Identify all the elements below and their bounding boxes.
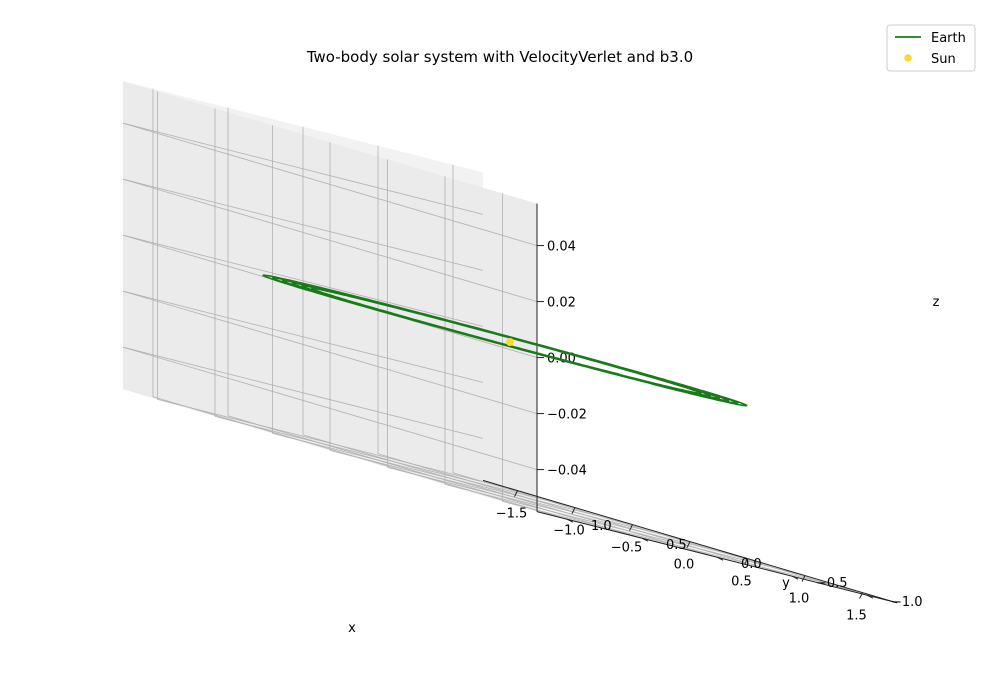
gridline-z-left: [122, 178, 484, 271]
legend: Earth Sun: [886, 24, 976, 72]
z-tick-label: −0.04: [547, 464, 587, 479]
y-tick-mark: [641, 537, 649, 542]
x-tick-mark: [801, 575, 806, 582]
gridline-z-left: [122, 346, 484, 439]
gridline-z-left: [122, 290, 484, 383]
gridline-y-floor: [377, 453, 793, 577]
z-tick-label: −0.02: [547, 408, 587, 423]
legend-sun-label: Sun: [931, 52, 956, 67]
y-tick-label: −0.5: [816, 576, 848, 591]
tick-labels: −1.5 −1.0 −0.5 0.0 0.5 1.0 1.5 −1.0 −0.5 0.0 0.5 1.…: [496, 240, 923, 624]
x-tick-mark: [859, 592, 863, 599]
gridline-z-back: [122, 122, 538, 246]
y-tick-mark: [566, 518, 574, 523]
plot-series: [262, 274, 748, 407]
y-tick-label: 1.0: [591, 519, 612, 534]
x-tick-label: 0.5: [731, 575, 752, 590]
x-tick-label: −1.0: [553, 524, 585, 539]
y-tick-mark: [866, 594, 874, 599]
z-tick-label: 0.02: [547, 296, 576, 311]
x-tick-label: 1.5: [846, 609, 867, 624]
legend-earth-label: Earth: [931, 31, 966, 46]
x-tick-label: 1.0: [789, 592, 810, 607]
gridline-z-back: [122, 290, 538, 414]
x-tick-label: 0.0: [674, 558, 695, 573]
z-axis-label: z: [933, 295, 940, 310]
gridline-y-floor: [452, 472, 868, 596]
legend-sun-swatch: [904, 54, 912, 62]
gridline-y-floor: [227, 415, 643, 539]
z-tick-label: 0.04: [547, 240, 576, 255]
y-tick-label: 0.5: [666, 538, 687, 553]
x-tick-mark: [571, 507, 576, 514]
x-tick-mark: [744, 558, 748, 565]
gridline-y-floor: [152, 396, 568, 520]
y-axis-label: y: [782, 576, 790, 591]
y-tick-label: 0.0: [741, 557, 762, 572]
x-tick-label: −1.5: [496, 507, 528, 522]
y-tick-label: −1.0: [891, 595, 923, 610]
x-tick-mark: [686, 541, 691, 548]
chart-title: Two-body solar system with VelocityVerle…: [306, 48, 693, 66]
earth-orbit-line: [262, 274, 748, 407]
gridline-y-floor: [302, 434, 718, 558]
gridline-z-back: [122, 346, 538, 470]
gridline-z-left: [122, 234, 484, 327]
y-tick-mark: [716, 556, 724, 561]
x-tick-label: −0.5: [611, 541, 643, 556]
y-tick-mark: [791, 575, 799, 580]
x-axis-label: x: [348, 621, 356, 636]
x-tick-mark: [514, 490, 518, 497]
sun-point: [506, 338, 514, 346]
gridline-z-left: [122, 122, 484, 215]
x-tick-mark: [629, 524, 633, 531]
gridline-z-back: [122, 178, 538, 302]
